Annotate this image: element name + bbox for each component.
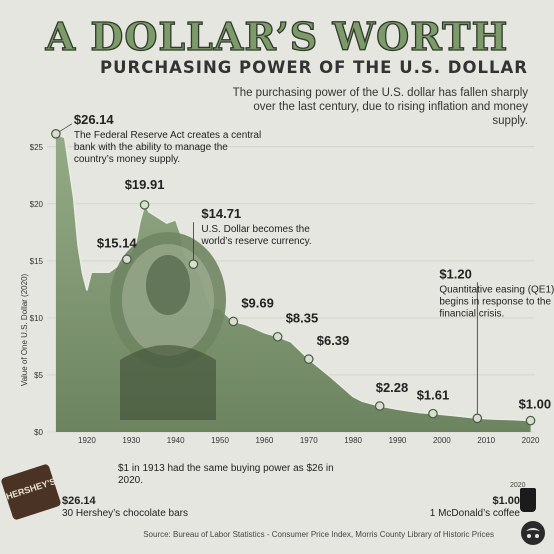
hershey-bar-logo: HERSHEY'S [4,476,57,502]
annotation-text: Quantitative easing (QE1) [439,284,554,295]
y-tick-label: $20 [30,200,44,209]
annotation-value: $19.91 [125,177,165,192]
x-tick-label: 1970 [300,436,318,445]
x-tick-label: 2010 [477,436,495,445]
annotation-text: financial crisis. [439,308,504,319]
hershey-value: $26.14 [62,495,96,507]
x-tick-label: 2020 [522,436,540,445]
data-point-marker [303,354,314,364]
x-tick-label: 2000 [433,436,451,445]
x-tick-label: 1940 [167,436,185,445]
data-point-marker [272,331,283,342]
data-point-marker [51,129,61,139]
annotation-value: $14.71 [201,206,241,221]
annotation-text: country’s money supply. [74,154,180,165]
y-tick-label: $0 [34,428,43,437]
y-tick-label: $5 [34,371,43,380]
page-title: A DOLLAR’S WORTH [45,13,509,59]
annotation-text: U.S. Dollar becomes the [201,224,310,235]
hershey-label: 30 Hershey’s chocolate bars [62,508,188,519]
y-tick-label: $25 [30,143,44,152]
y-tick-label: $10 [30,314,44,323]
annotation-value: $8.35 [286,311,319,326]
x-tick-label: 1980 [344,436,362,445]
source-note: Source: Bureau of Labor Statistics - Con… [143,530,494,539]
x-tick-label: 1950 [211,436,229,445]
annotation-text: The Federal Reserve Act creates a centra… [74,130,261,141]
data-point-marker [428,408,438,419]
annotation-value: $6.39 [317,333,350,348]
y-axis-label: Value of One U.S. Dollar (2020) [20,273,29,386]
annotation-text: begins in response to the [439,296,551,307]
x-tick-label: 1960 [255,436,273,445]
data-point-marker [374,401,385,411]
data-point-marker [122,254,132,265]
data-point-marker [525,415,536,426]
visual-capitalist-logo-icon [521,521,545,545]
annotation-value: $1.00 [519,397,552,412]
x-tick-label: 1930 [122,436,140,445]
x-tick-label: 1990 [389,436,407,445]
coffee-year: 2020 [510,482,526,489]
chart-description: The purchasing power of the U.S. dollar … [232,87,528,127]
annotation-value: $26.14 [74,112,115,127]
hershey-comparison-text: $1 in 1913 had the same buying power as … [118,463,334,486]
coffee-value: $1.00 [492,495,520,507]
x-tick-label: 1920 [78,436,96,445]
coffee-label: 1 McDonald’s coffee [429,508,520,519]
annotation-value: $1.61 [417,388,450,403]
annotation-value: $1.20 [439,266,472,281]
annotation-text: world’s reserve currency. [200,236,311,247]
coffee-cup-image [520,488,536,512]
data-point-marker [472,413,483,424]
annotation-value: $15.14 [97,235,138,250]
annotation-text: bank with the ability to manage the [74,142,228,153]
data-point-marker [139,200,150,210]
annotation-value: $9.69 [241,295,274,310]
y-tick-label: $15 [30,257,44,266]
annotation-value: $2.28 [376,380,409,395]
data-point-marker [188,259,199,269]
page-subtitle: PURCHASING POWER OF THE U.S. DOLLAR [100,58,528,77]
data-point-marker [228,316,239,327]
